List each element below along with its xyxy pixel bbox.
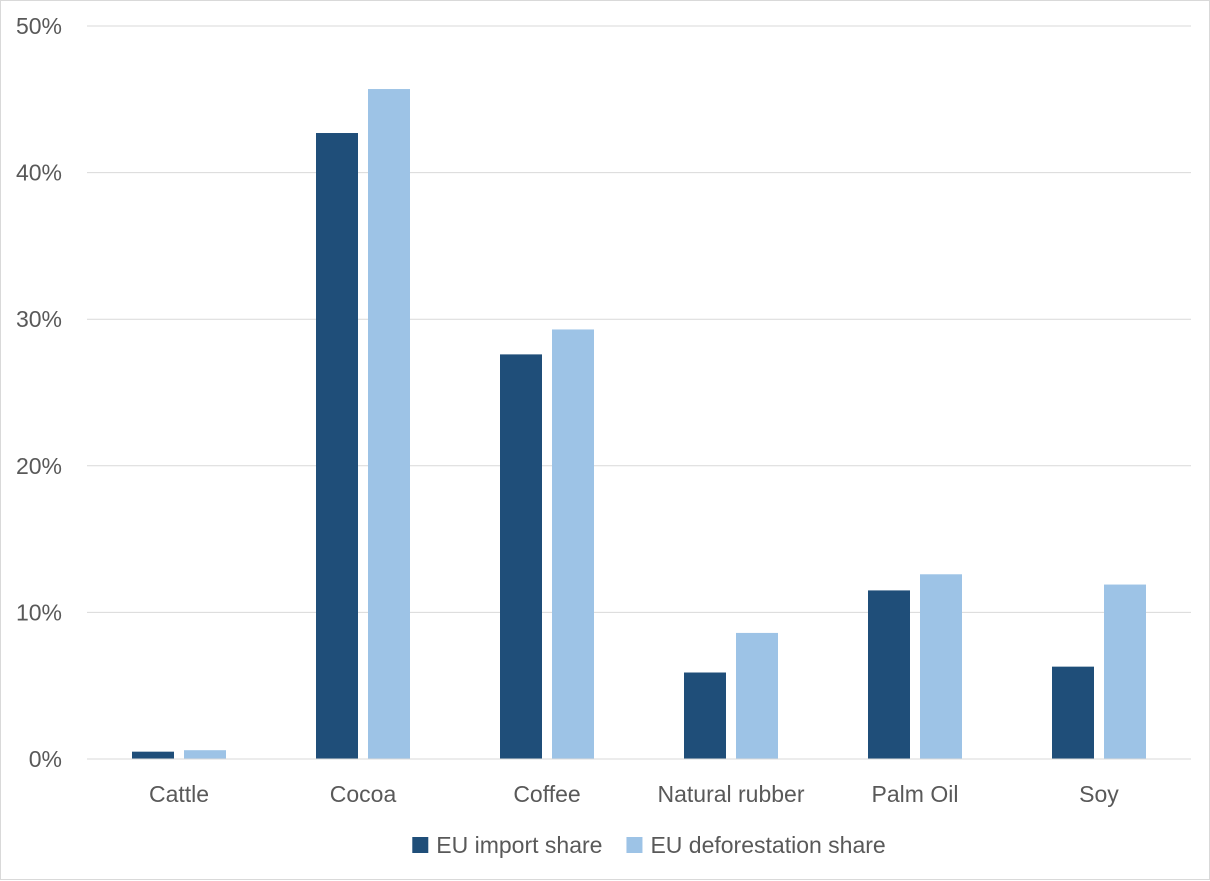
bar-deforestation-cocoa: [368, 89, 410, 759]
x-category-label: Cocoa: [330, 781, 397, 807]
legend-swatch: [412, 837, 429, 853]
bar-import-coffee: [500, 354, 542, 759]
bar-import-soy: [1052, 666, 1094, 759]
y-tick-label: 50%: [16, 13, 62, 39]
x-axis-category-labels: Cattle Cocoa Coffee Natural rubber Palm Oil S…: [149, 781, 1119, 807]
bar-import-palm-oil: [868, 590, 910, 759]
bar-import-cattle: [132, 751, 174, 759]
legend-swatch: [626, 837, 643, 853]
legend-label: EU deforestation share: [650, 832, 885, 858]
y-tick-label: 10%: [16, 599, 62, 625]
x-category-label: Palm Oil: [872, 781, 959, 807]
y-tick-label: 0%: [29, 746, 62, 772]
bars: [132, 89, 1146, 759]
bar-deforestation-palm-oil: [920, 574, 962, 759]
bar-deforestation-soy: [1104, 584, 1146, 759]
bar-import-cocoa: [316, 133, 358, 759]
legend: EU import share EU deforestation share: [412, 832, 886, 858]
y-tick-label: 40%: [16, 160, 62, 186]
bar-deforestation-cattle: [184, 750, 226, 759]
x-category-label: Coffee: [513, 781, 580, 807]
x-category-label: Cattle: [149, 781, 209, 807]
y-tick-label: 30%: [16, 306, 62, 332]
bar-deforestation-coffee: [552, 329, 594, 759]
y-tick-label: 20%: [16, 453, 62, 479]
gridlines: [87, 25, 1191, 613]
y-axis-tick-labels: 0% 10% 20% 30% 40% 50%: [16, 13, 62, 772]
legend-label: EU import share: [436, 832, 602, 858]
bar-import-natural-rubber: [684, 672, 726, 759]
bar-deforestation-natural-rubber: [736, 632, 778, 759]
x-category-label: Soy: [1079, 781, 1119, 807]
x-category-label: Natural rubber: [657, 781, 804, 807]
